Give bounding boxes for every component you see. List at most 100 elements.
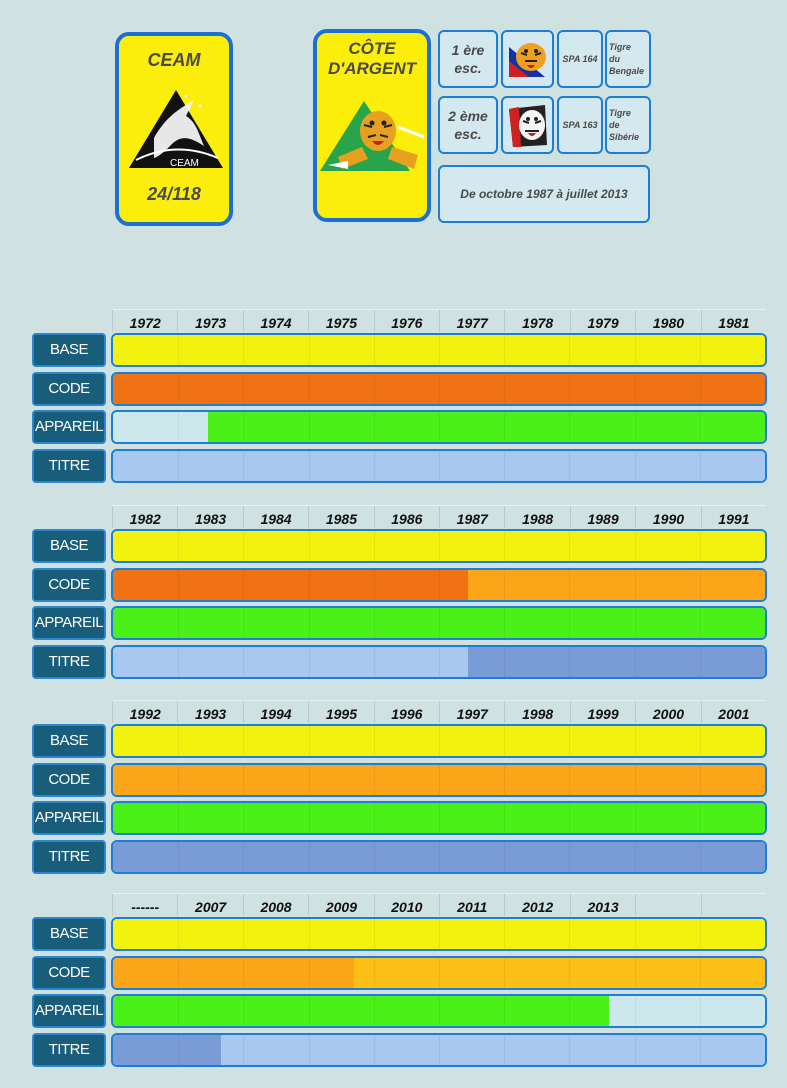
base-segment [113,726,765,756]
grid-line [699,412,701,442]
year-cell: 1987 [439,506,504,528]
row-label-appareil: APPAREIL [32,606,106,640]
year-cell: 1975 [308,310,373,332]
year-cell: 1983 [177,506,242,528]
year-cell: 2001 [700,701,766,723]
grid-line [439,373,440,404]
grid-line [243,450,245,481]
grid-line [439,764,440,795]
grid-line [243,608,245,638]
track-code [111,371,767,406]
grid-line [699,608,701,638]
grid-line [373,569,375,600]
grid-line [504,646,506,677]
year-cell: 1998 [504,701,569,723]
year-cell: 2000 [635,701,700,723]
track-appareil [111,801,767,835]
grid-line [178,450,180,481]
grid-line [634,569,636,600]
grid-line [308,803,310,833]
squadron-1-name-line: Bengale [609,66,645,76]
grid-line [569,412,571,442]
grid-line [504,450,506,481]
year-cell: 1996 [373,701,439,723]
grid-line [373,335,375,365]
ceam-emblem-icon: CEAM [129,90,223,169]
year-header: ------ 2007 2008 2009 2010 2011 2012 2013 [112,893,766,916]
grid-line [308,764,310,795]
track-base [111,333,767,367]
grid-line [634,608,636,638]
grid-line [178,996,180,1026]
row-label-code: CODE [32,371,106,406]
grid-line [308,919,310,949]
ceam-badge: CEAM CEAM 24/118 [115,32,233,226]
track-appareil [111,410,767,444]
grid-line [569,919,571,949]
grid-line [178,919,180,949]
year-cell: 1974 [242,310,308,332]
grid-line [308,996,310,1026]
grid-line [373,412,375,442]
grid-line [308,841,310,872]
grid-line [569,726,571,756]
grid-line [439,841,440,872]
grid-line [699,803,701,833]
grid-line [439,335,440,365]
squadron-2-esc-text: 2 ème esc. [448,108,488,142]
grid-line [699,569,701,600]
grid-line [308,569,310,600]
year-cell: 1997 [439,701,504,723]
squadron-2-name-line: Sibérie [609,132,640,142]
appareil-segment [608,996,765,1026]
titre-segment [220,1034,765,1065]
siberian-tiger-icon [508,105,547,147]
track-titre [111,644,767,679]
squadron-2-name-line: de [609,120,620,130]
year-cell: 1994 [242,701,308,723]
squadron-2-name: Tigre de Sibérie [605,96,651,154]
year-cell [635,894,700,916]
appareil-segment [113,803,765,833]
grid-line [243,569,245,600]
year-cell: 2009 [308,894,373,916]
titre-segment [113,450,765,481]
grid-line [178,957,180,988]
grid-line [178,646,180,677]
row-label-appareil: APPAREIL [32,994,106,1028]
row-label-titre: TITRE [32,448,106,483]
grid-line [439,531,440,561]
grid-line [439,569,440,600]
year-cell: 2008 [242,894,308,916]
grid-line [504,764,506,795]
grid-line [634,1034,636,1065]
row-label-appareil: APPAREIL [32,801,106,835]
year-cell: 1979 [569,310,635,332]
year-cell: 1990 [635,506,700,528]
grid-line [178,335,180,365]
grid-line [439,803,440,833]
period-box: De octobre 1987 à juillet 2013 [438,165,650,223]
bengal-tiger-icon [508,43,546,77]
grid-line [439,919,440,949]
grid-line [178,569,180,600]
grid-line [699,646,701,677]
grid-line [439,957,440,988]
year-cell: 2013 [569,894,635,916]
grid-line [178,412,180,442]
titre-segment [468,646,765,677]
year-cell: 1978 [504,310,569,332]
year-header: 1992 1993 1994 1995 1996 1997 1998 1999 2000 2001 [112,700,766,723]
grid-line [634,335,636,365]
grid-line [504,412,506,442]
track-appareil [111,606,767,640]
grid-line [178,1034,180,1065]
grid-line [373,373,375,404]
grid-line [699,373,701,404]
year-cell: ------ [112,894,177,916]
grid-line [373,996,375,1026]
grid-line [373,726,375,756]
grid-line [308,726,310,756]
grid-line [699,531,701,561]
year-cell: 1984 [242,506,308,528]
